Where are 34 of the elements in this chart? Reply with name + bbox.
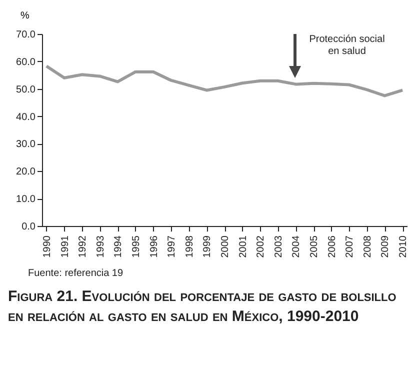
y-tick-label: 70.0 [16,30,36,40]
y-tick-label: 30.0 [16,139,36,150]
x-tick-label: 1990 [42,235,53,258]
line-series [44,64,404,98]
x-tick-label: 2008 [362,235,374,258]
text: Figura 21. Evolución del porcentaje de gasto de bolsillo en relación al gasto en salud en México, 1990-2010 [8,287,398,326]
y-tick-label: 50.0 [16,84,36,96]
y-axis-title: % [20,10,30,22]
x-tick-label: 2000 [220,235,231,258]
y-tick-label: 0.0 [22,222,36,232]
x-tick-label: 1997 [166,235,178,258]
x-tick-label: 2002 [256,235,267,258]
x-tick-label: 1991 [60,235,71,258]
annotation: Protección social en salud [309,34,385,57]
y-tick-label: 60.0 [16,56,36,68]
x-tick-label: 2003 [273,235,284,258]
x-tick-label: 1998 [184,235,196,258]
x-tick-label: 2001 [238,235,249,258]
y-tick-label: 40.0 [16,112,36,123]
source-note: Fuente: referencia 19 [28,268,124,279]
x-tick-label: 1994 [113,235,124,258]
x-tick-label: 1993 [95,235,106,258]
x-tick-label: 2010 [398,235,410,258]
x-tick-label: 2006 [326,235,338,258]
x-tick-label: 2007 [344,235,356,258]
x-tick-label: 1992 [78,235,89,258]
x-tick-label: 1995 [130,235,142,258]
x-tick-label: 1999 [202,235,214,258]
y-tick-label: 10.0 [16,194,36,206]
y-tick-label: 20.0 [16,166,36,178]
x-tick-label: 2005 [309,235,320,258]
x-tick-label: 1996 [148,235,160,258]
x-tick-label: 2004 [291,235,302,258]
x-tick-label: 2009 [380,235,392,258]
